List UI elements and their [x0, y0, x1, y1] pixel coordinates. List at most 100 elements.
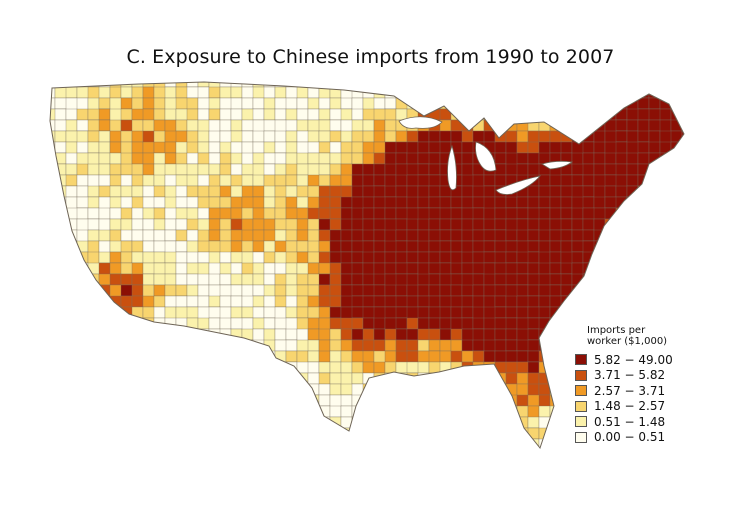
- county-cell: [527, 97, 540, 110]
- county-cell: [505, 416, 518, 429]
- county-cell: [76, 262, 89, 281]
- county-cell: [693, 164, 694, 182]
- county-cell: [318, 427, 331, 440]
- county-cell: [362, 350, 375, 363]
- county-cell: [450, 97, 463, 116]
- county-cell: [142, 174, 155, 187]
- county-cell: [340, 438, 353, 448]
- county-cell: [527, 262, 540, 275]
- county-cell: [186, 196, 199, 209]
- county-cell: [351, 394, 364, 407]
- county-cell: [648, 240, 661, 259]
- county-cell: [670, 240, 684, 253]
- county-cell: [549, 97, 573, 110]
- county-cell: [131, 361, 144, 374]
- county-cell: [175, 317, 188, 330]
- county-cell: [263, 196, 276, 209]
- county-cell: [560, 394, 573, 407]
- county-cell: [418, 450, 429, 461]
- county-cell: [153, 372, 166, 385]
- county-cell: [560, 416, 573, 429]
- county-cell: [230, 262, 243, 275]
- county-cell: [131, 174, 144, 187]
- county-cell: [593, 82, 606, 88]
- county-cell: [263, 207, 276, 220]
- county-cell: [373, 119, 386, 132]
- county-cell: [560, 82, 584, 88]
- county-cell: [450, 438, 474, 448]
- county-cell: [109, 306, 122, 319]
- county-cell: [373, 427, 397, 440]
- county-cell: [615, 306, 628, 319]
- county-cell: [626, 163, 639, 176]
- county-cell: [472, 350, 485, 363]
- county-cell: [285, 394, 298, 413]
- county-cell: [671, 450, 682, 461]
- county-cell: [406, 82, 419, 88]
- county-cell: [197, 284, 210, 297]
- county-cell: [615, 218, 639, 231]
- county-cell: [670, 251, 684, 264]
- county-cell: [648, 174, 661, 187]
- county-cell: [450, 218, 463, 231]
- county-cell: [681, 295, 684, 314]
- county-cell: [417, 130, 430, 143]
- county-cell: [263, 416, 276, 429]
- county-cell: [593, 262, 606, 275]
- county-cell: [153, 229, 166, 242]
- county-cell: [428, 97, 441, 110]
- county-cell: [319, 450, 330, 461]
- county-cell: [76, 284, 100, 297]
- county-cell: [417, 97, 430, 110]
- county-cell: [76, 405, 89, 418]
- county-cell: [670, 306, 683, 319]
- county-cell: [417, 196, 430, 209]
- county-cell: [197, 427, 210, 446]
- county-cell: [649, 450, 660, 461]
- county-cell: [505, 339, 518, 352]
- county-cell: [593, 251, 617, 270]
- county-cell: [307, 97, 320, 110]
- county-cell: [351, 317, 364, 330]
- county-cell: [54, 229, 67, 242]
- county-cell: [439, 218, 452, 231]
- county-cell: [340, 273, 353, 286]
- county-cell: [252, 361, 276, 374]
- county-cell: [560, 218, 573, 231]
- county-cell: [450, 82, 463, 88]
- county-cell: [395, 229, 408, 242]
- county-cell: [494, 306, 507, 319]
- county-cell: [461, 416, 474, 429]
- county-cell: [98, 383, 122, 396]
- county-cell: [527, 86, 540, 99]
- county-cell: [571, 82, 584, 88]
- county-cell: [384, 438, 397, 448]
- county-cell: [296, 416, 309, 435]
- county-cell: [329, 273, 342, 286]
- county-cell: [681, 196, 684, 215]
- county-cell: [351, 262, 364, 275]
- county-cell: [153, 383, 166, 396]
- county-cell: [670, 163, 683, 176]
- legend-swatch: [575, 354, 587, 366]
- county-cell: [626, 251, 639, 264]
- county-cell: [142, 372, 166, 391]
- county-cell: [252, 416, 276, 429]
- county-cell: [516, 141, 529, 154]
- county-cell: [131, 218, 144, 231]
- county-cell: [197, 163, 210, 176]
- county-cell: [274, 262, 287, 275]
- county-cell: [153, 361, 166, 374]
- county-cell: [527, 328, 540, 341]
- county-cell: [516, 284, 529, 297]
- county-cell: [164, 82, 177, 88]
- county-cell: [120, 229, 133, 242]
- county-cell: [604, 273, 628, 286]
- county-cell: [219, 416, 243, 435]
- county-cell: [560, 383, 573, 396]
- county-cell: [274, 328, 287, 341]
- county-cell: [395, 416, 408, 429]
- county-cell: [50, 372, 56, 391]
- county-cell: [50, 262, 56, 281]
- county-cell: [406, 130, 419, 143]
